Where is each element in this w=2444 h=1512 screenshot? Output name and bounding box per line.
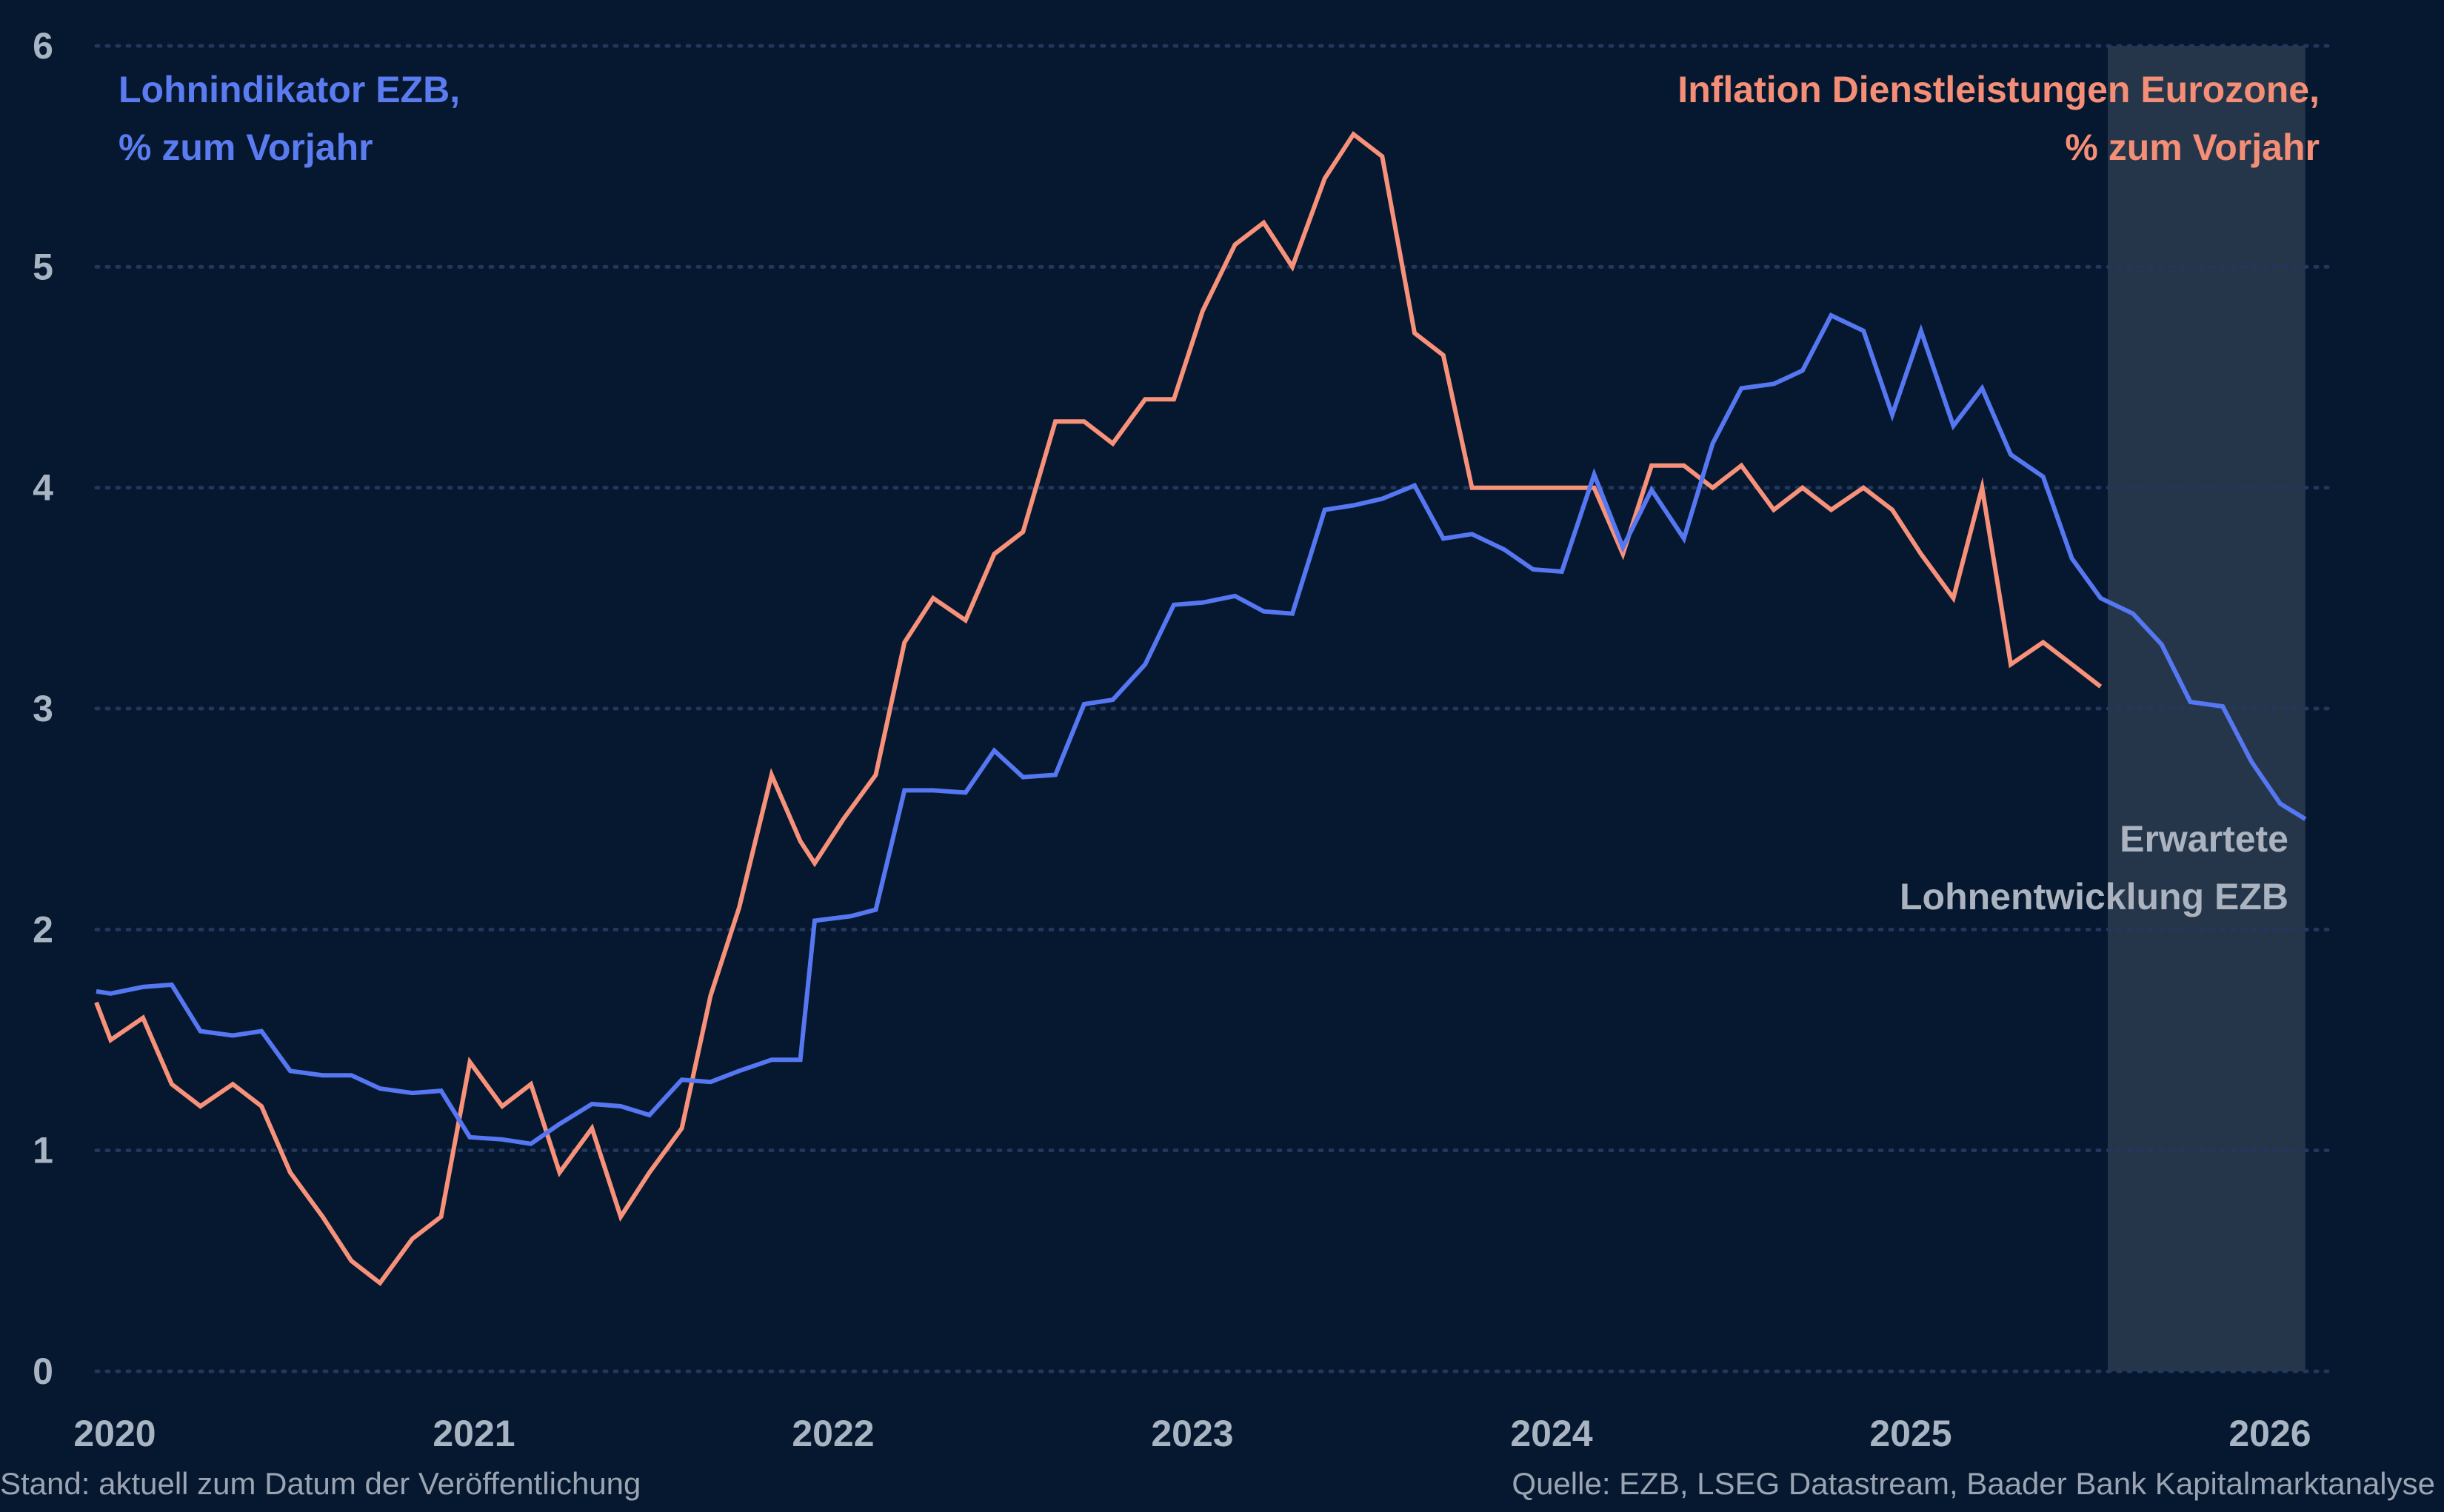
- inflation-series-line-group: [94, 130, 2103, 1286]
- x-axis-ticks: 2020 2021 2022 2023 2024 2025 2026: [73, 1413, 2311, 1454]
- y-tick-label: 1: [33, 1130, 53, 1171]
- footer-note: Stand: aktuell zum Datum der Veröffentli…: [0, 1466, 641, 1501]
- x-tick-label: 2023: [1151, 1413, 1233, 1454]
- footer-source: Quelle: EZB, LSEG Datastream, Baader Ban…: [1512, 1466, 2435, 1501]
- wage-series-label-line2: % zum Vorjahr: [118, 127, 373, 168]
- wage-series-line: [96, 312, 2307, 1146]
- inflation-series-label-line1: Inflation Dienstleistungen Eurozone,: [1677, 69, 2320, 110]
- y-axis-ticks: 0 1 2 3 4 5 6: [33, 25, 53, 1392]
- x-tick-label: 2021: [433, 1413, 515, 1454]
- x-tick-label: 2022: [792, 1413, 874, 1454]
- y-tick-label: 3: [33, 688, 53, 729]
- forecast-label-line2: Lohnentwicklung EZB: [1900, 876, 2288, 917]
- x-tick-label: 2020: [73, 1413, 156, 1454]
- series: [94, 130, 2307, 1286]
- x-tick-label: 2026: [2228, 1413, 2311, 1454]
- y-tick-label: 6: [33, 25, 53, 67]
- wage-series-label-line1: Lohnindikator EZB,: [118, 69, 460, 110]
- y-tick-label: 4: [33, 467, 53, 509]
- x-tick-label: 2025: [1869, 1413, 1951, 1454]
- wage-series-line-group: [96, 312, 2307, 1146]
- y-tick-label: 0: [33, 1351, 53, 1392]
- x-tick-label: 2024: [1510, 1413, 1592, 1454]
- grid: [94, 44, 2337, 1374]
- inflation-series-label-line2: % zum Vorjahr: [2065, 127, 2320, 168]
- forecast-label-line1: Erwartete: [2120, 818, 2288, 860]
- y-tick-label: 2: [33, 909, 53, 950]
- y-tick-label: 5: [33, 246, 53, 287]
